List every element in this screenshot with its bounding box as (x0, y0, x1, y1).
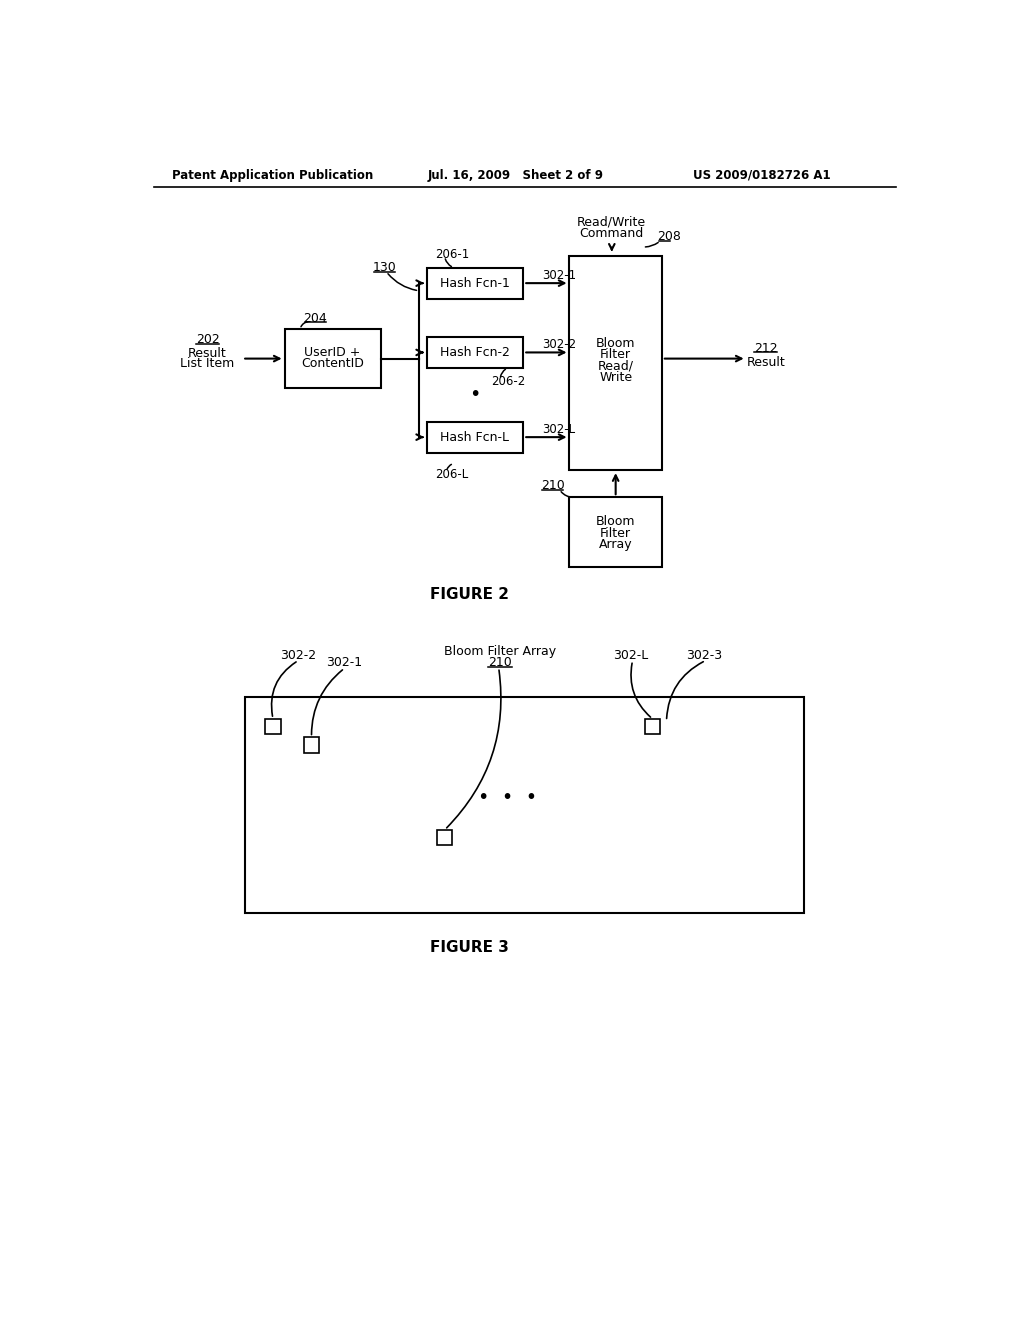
Text: 302-3: 302-3 (686, 648, 722, 661)
Text: Read/Write: Read/Write (578, 215, 646, 228)
Text: UserID +: UserID + (304, 346, 360, 359)
Text: Filter: Filter (600, 527, 631, 540)
Text: Result: Result (746, 356, 785, 370)
Text: 302-1: 302-1 (327, 656, 362, 669)
Bar (645, 719, 660, 734)
Bar (304, 738, 319, 752)
Text: 206-1: 206-1 (435, 248, 469, 261)
Bar (265, 719, 281, 734)
Text: 206-2: 206-2 (490, 375, 525, 388)
Text: 202: 202 (196, 333, 219, 346)
Bar (245, 697, 804, 913)
Text: Jul. 16, 2009   Sheet 2 of 9: Jul. 16, 2009 Sheet 2 of 9 (428, 169, 603, 182)
Text: FIGURE 3: FIGURE 3 (430, 940, 509, 956)
Text: 302-L: 302-L (613, 648, 648, 661)
Text: Bloom: Bloom (596, 337, 636, 350)
Text: Hash Fcn-2: Hash Fcn-2 (440, 346, 510, 359)
Bar (437, 830, 453, 845)
Bar (427, 268, 523, 298)
Text: Array: Array (599, 539, 633, 552)
Text: Bloom: Bloom (596, 515, 636, 528)
Text: 302-2: 302-2 (543, 338, 577, 351)
Text: 206-L: 206-L (435, 467, 468, 480)
Text: Filter: Filter (600, 348, 631, 362)
Text: Hash Fcn-L: Hash Fcn-L (440, 430, 509, 444)
Bar (569, 256, 662, 470)
Text: ContentID: ContentID (301, 356, 364, 370)
Text: US 2009/0182726 A1: US 2009/0182726 A1 (693, 169, 830, 182)
Bar (427, 422, 523, 453)
Text: 204: 204 (303, 312, 328, 325)
Text: Command: Command (580, 227, 644, 240)
Text: Read/: Read/ (598, 360, 634, 372)
Bar (569, 498, 662, 566)
Text: 130: 130 (373, 261, 396, 275)
Text: FIGURE 2: FIGURE 2 (430, 587, 509, 602)
Text: 208: 208 (657, 231, 682, 243)
Text: 210: 210 (488, 656, 512, 669)
Text: Bloom Filter Array: Bloom Filter Array (444, 644, 556, 657)
Text: 212: 212 (754, 342, 777, 355)
Bar (427, 337, 523, 368)
Text: 302-L: 302-L (543, 422, 575, 436)
Text: 302-1: 302-1 (543, 269, 577, 282)
Text: 210: 210 (541, 479, 564, 492)
Text: 302-2: 302-2 (281, 648, 316, 661)
Text: Hash Fcn-1: Hash Fcn-1 (440, 277, 510, 289)
Text: Write: Write (599, 371, 632, 384)
Text: Result: Result (188, 347, 227, 360)
Text: Patent Application Publication: Patent Application Publication (172, 169, 374, 182)
Text: •: • (469, 385, 480, 404)
Text: •  •  •: • • • (478, 788, 538, 807)
Text: List Item: List Item (180, 358, 234, 371)
Bar (285, 330, 381, 388)
